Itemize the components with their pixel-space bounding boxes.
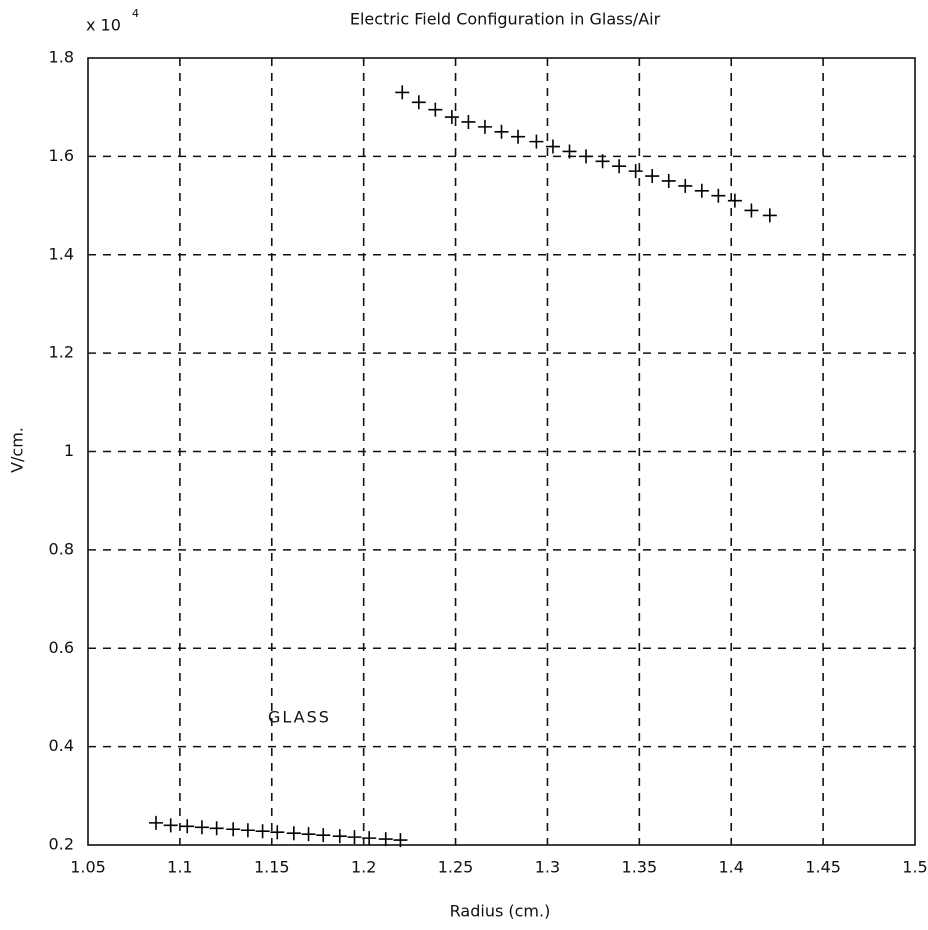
plus-marker xyxy=(545,139,560,154)
plus-marker xyxy=(511,129,526,144)
plus-marker xyxy=(194,820,209,835)
x-tick-label: 1.25 xyxy=(438,858,474,877)
plus-marker xyxy=(395,85,410,100)
plus-marker xyxy=(612,159,627,174)
y-tick-label: 1.6 xyxy=(49,146,74,165)
plus-marker xyxy=(579,149,594,164)
y-tick-label: 0.8 xyxy=(49,539,74,558)
x-tick-label: 1.15 xyxy=(254,858,290,877)
y-tick-label: 0.4 xyxy=(49,736,74,755)
plus-marker xyxy=(494,124,509,139)
y-multiplier: x 10 xyxy=(86,16,121,35)
plus-marker xyxy=(270,825,285,840)
x-tick-label: 1.2 xyxy=(351,858,376,877)
plus-marker xyxy=(428,102,443,117)
y-tick-label: 1.2 xyxy=(49,343,74,362)
plus-marker xyxy=(461,114,476,129)
y-tick-label: 0.2 xyxy=(49,835,74,854)
plus-marker xyxy=(694,183,709,198)
plus-marker xyxy=(393,833,408,848)
x-axis-label: Radius (cm.) xyxy=(450,902,551,921)
plus-marker xyxy=(744,203,759,218)
plus-marker xyxy=(301,827,316,842)
y-multiplier-exponent: 4 xyxy=(132,7,139,20)
x-tick-label: 1.1 xyxy=(167,858,192,877)
plus-marker xyxy=(286,826,301,841)
plus-marker xyxy=(316,828,331,843)
plus-marker xyxy=(163,818,178,833)
plus-marker xyxy=(180,819,195,834)
y-tick-label: 0.6 xyxy=(49,638,74,657)
plus-marker xyxy=(332,829,347,844)
plus-marker xyxy=(347,830,362,845)
x-tick-label: 1.5 xyxy=(902,858,927,877)
plus-marker xyxy=(444,110,459,125)
chart-title: Electric Field Configuration in Glass/Ai… xyxy=(350,10,661,29)
annotation: GLASS xyxy=(268,708,331,727)
x-tick-label: 1.45 xyxy=(805,858,841,877)
x-tick-label: 1.3 xyxy=(535,858,560,877)
plus-marker xyxy=(595,154,610,169)
plus-marker xyxy=(477,119,492,134)
y-tick-label: 1.4 xyxy=(49,244,74,263)
y-axis-label: V/cm. xyxy=(8,427,27,473)
plus-marker xyxy=(240,823,255,838)
x-tick-label: 1.4 xyxy=(718,858,743,877)
plus-marker xyxy=(562,144,577,159)
plus-marker xyxy=(362,831,377,846)
plus-marker xyxy=(148,815,163,830)
plus-marker xyxy=(411,95,426,110)
plus-marker xyxy=(226,822,241,837)
y-tick-label: 1.8 xyxy=(49,48,74,67)
plus-marker xyxy=(645,169,660,184)
x-tick-label: 1.05 xyxy=(70,858,106,877)
y-tick-label: 1 xyxy=(64,441,74,460)
plus-marker xyxy=(209,821,224,836)
plus-marker xyxy=(711,188,726,203)
plus-marker xyxy=(628,164,643,179)
plus-marker xyxy=(255,824,270,839)
plus-marker xyxy=(762,208,777,223)
plus-marker xyxy=(727,193,742,208)
plus-marker xyxy=(529,134,544,149)
plus-marker xyxy=(678,178,693,193)
plus-marker xyxy=(378,832,393,847)
x-tick-label: 1.35 xyxy=(622,858,658,877)
plus-marker xyxy=(661,173,676,188)
